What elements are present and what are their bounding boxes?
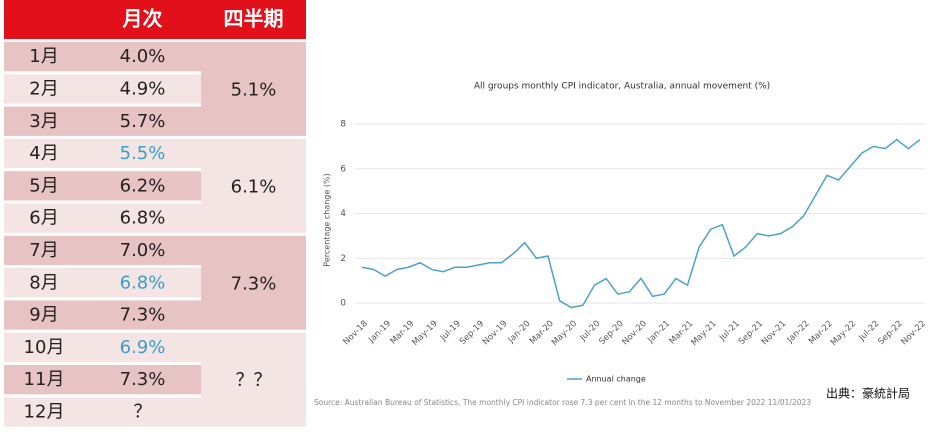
month-cell bbox=[4, 332, 84, 362]
month-text: 1月 bbox=[29, 46, 58, 67]
quarter-cell bbox=[201, 235, 306, 330]
month-cell bbox=[4, 106, 84, 136]
month-text: 9月 bbox=[29, 305, 58, 326]
value-cell bbox=[84, 203, 201, 233]
month-cell bbox=[4, 235, 84, 266]
value-cell bbox=[84, 397, 201, 427]
y-axis-label: Percentage change (%) bbox=[323, 173, 332, 266]
chart-title: All groups monthly CPI indicator, Austra… bbox=[474, 82, 770, 92]
value-text: 7.3% bbox=[120, 369, 166, 390]
x-tick-label: Jan-21 bbox=[645, 319, 672, 346]
value-text: 5.7% bbox=[120, 111, 166, 132]
value-cell bbox=[84, 106, 201, 136]
quarter-cell bbox=[201, 42, 306, 136]
y-tick-label: 2 bbox=[340, 254, 346, 264]
quarter-text: ？？ bbox=[236, 370, 272, 391]
header-text: 四半期 bbox=[224, 7, 284, 31]
value-cell bbox=[84, 300, 201, 330]
line bbox=[361, 138, 921, 309]
y-tick-label: 8 bbox=[340, 119, 346, 129]
value-text: 7.3% bbox=[120, 305, 166, 326]
quarter-text: 5.1% bbox=[231, 79, 277, 100]
month-text: 10月 bbox=[24, 337, 65, 358]
quarter-cell bbox=[201, 138, 306, 233]
value-text: 7.0% bbox=[120, 240, 166, 261]
value-text: 6.8% bbox=[120, 272, 166, 293]
x-tick-label: Jan-19 bbox=[366, 319, 393, 346]
x-tick-label: Jan-22 bbox=[785, 319, 812, 346]
value-text: 6.2% bbox=[120, 175, 166, 196]
x-tick-label: Nov-18 bbox=[341, 319, 369, 347]
header-cell bbox=[84, 0, 201, 39]
month-text: 11月 bbox=[24, 369, 65, 390]
value-text: 4.9% bbox=[120, 78, 166, 99]
y-tick-label: 6 bbox=[340, 164, 346, 174]
month-text: 2月 bbox=[29, 78, 58, 99]
x-tick-label: Nov-22 bbox=[899, 319, 927, 347]
month-cell bbox=[4, 397, 84, 427]
value-text: 4.0% bbox=[120, 46, 166, 67]
quarter-text: 6.1% bbox=[231, 176, 277, 197]
month-text: 5月 bbox=[29, 175, 58, 196]
value-text: 6.8% bbox=[120, 208, 166, 229]
header-text: 月次 bbox=[122, 7, 163, 31]
x-tick-label: May-21 bbox=[689, 319, 718, 348]
x-tick-label: Nov-19 bbox=[481, 319, 509, 347]
header-cell bbox=[4, 0, 84, 39]
value-cell bbox=[84, 235, 201, 266]
month-cell bbox=[4, 42, 84, 72]
month-cell bbox=[4, 300, 84, 330]
x-tick-label: Nov-21 bbox=[760, 319, 788, 347]
month-text: 7月 bbox=[29, 240, 58, 261]
month-text: 4月 bbox=[29, 143, 58, 164]
value-text: ？ bbox=[134, 401, 152, 422]
quarter-cell bbox=[201, 332, 306, 427]
x-tick-label: May-22 bbox=[829, 319, 858, 348]
month-cell bbox=[4, 365, 84, 395]
value-cell bbox=[84, 171, 201, 201]
quarter-text: 7.3% bbox=[231, 273, 277, 294]
x-tick-label: Sep-19 bbox=[458, 319, 486, 347]
x-tick-label: Sep-21 bbox=[737, 319, 765, 347]
value-text: 6.9% bbox=[120, 337, 166, 358]
month-cell bbox=[4, 171, 84, 201]
credit: 出典：豪統計局 bbox=[826, 386, 910, 401]
value-cell bbox=[84, 74, 201, 104]
month-cell bbox=[4, 203, 84, 233]
value-cell bbox=[84, 365, 201, 395]
x-tick-label: May-20 bbox=[550, 319, 579, 348]
source: Source: Australian Bureau of Statistics,… bbox=[314, 398, 811, 407]
value-text: 5.5% bbox=[120, 143, 166, 164]
month-text: 6月 bbox=[29, 208, 58, 229]
month-cell bbox=[4, 268, 84, 298]
x-tick-label: Sep-22 bbox=[876, 319, 904, 347]
header-cell bbox=[201, 0, 306, 39]
x-tick-label: Sep-20 bbox=[597, 319, 625, 347]
month-cell bbox=[4, 74, 84, 104]
value-cell bbox=[84, 268, 201, 298]
month-cell bbox=[4, 138, 84, 169]
legend-label: Annual change bbox=[586, 375, 646, 384]
x-tick-label: May-19 bbox=[410, 319, 439, 348]
month-text: 8月 bbox=[29, 272, 58, 293]
month-text: 3月 bbox=[29, 111, 58, 132]
x-tick-label: Jan-20 bbox=[506, 319, 533, 346]
value-cell bbox=[84, 42, 201, 72]
x-tick-label: Nov-20 bbox=[620, 319, 648, 347]
value-cell bbox=[84, 332, 201, 362]
y-tick-label: 4 bbox=[340, 209, 346, 219]
month-text: 12月 bbox=[24, 401, 65, 422]
value-cell bbox=[84, 138, 201, 169]
y-tick-label: 0 bbox=[340, 299, 346, 309]
